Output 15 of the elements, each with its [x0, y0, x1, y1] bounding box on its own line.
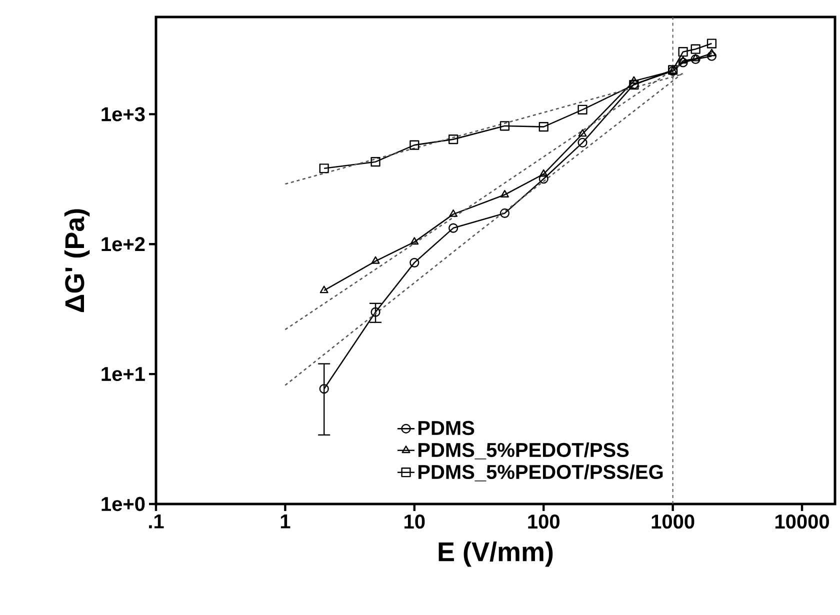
y-tick-label: 1e+3: [102, 107, 145, 122]
x-tick-label: 1: [280, 514, 290, 528]
y-tick-label: 1e+0: [102, 496, 145, 512]
legend-label: PDMS_5%PEDOT/PSS/EG: [418, 464, 663, 482]
x-tick-label: 1000: [652, 514, 694, 529]
y-tick-label: 1e+1: [102, 367, 145, 382]
x-axis-title: E (V/mm): [438, 542, 553, 567]
x-tick-label: 100: [528, 514, 560, 529]
x-tick-label: .1: [149, 514, 164, 528]
y-tick-label: 1e+2: [102, 237, 145, 252]
legend-label: PDMS: [418, 420, 474, 436]
legend-label: PDMS_5%PEDOT/PSS: [418, 442, 629, 460]
x-tick-label: 10000: [775, 514, 829, 529]
y-axis-title: ΔG' (Pa): [64, 209, 90, 312]
x-tick-label: 10: [404, 514, 425, 529]
